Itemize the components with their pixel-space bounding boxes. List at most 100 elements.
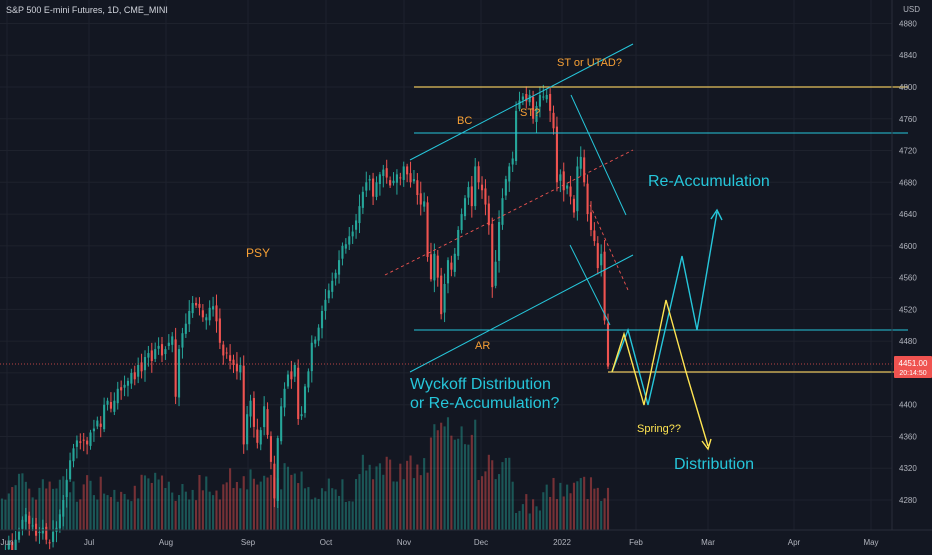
volume-bar <box>344 501 347 530</box>
volume-bar <box>484 471 487 530</box>
candle-body <box>337 260 341 275</box>
candle-body <box>21 519 24 529</box>
currency-label: USD <box>903 5 920 14</box>
candle-body <box>542 96 545 98</box>
x-tick-label: Oct <box>320 538 333 547</box>
candle-body <box>181 333 184 348</box>
candle-body <box>72 448 75 462</box>
candle-body <box>324 299 327 311</box>
candle-body <box>460 214 463 231</box>
volume-bar <box>201 490 204 530</box>
volume-bar <box>300 471 303 530</box>
channel-lower-line <box>409 254 634 373</box>
volume-bar <box>603 498 606 530</box>
volume-bar <box>96 499 99 530</box>
candle-body <box>331 280 334 292</box>
channel-upper-line <box>409 43 634 161</box>
volume-bar <box>52 488 55 530</box>
candle-body <box>545 94 548 100</box>
candle-body <box>283 388 286 408</box>
y-tick-label: 4840 <box>899 51 917 60</box>
candle-body <box>249 400 252 417</box>
volume-bar <box>31 497 34 530</box>
volume-bar <box>545 484 548 530</box>
volume-bar <box>365 470 368 530</box>
volume-bar <box>579 478 582 530</box>
candle-body <box>600 253 603 266</box>
volume-bar <box>562 496 565 530</box>
candle-body <box>273 463 276 499</box>
volume-bar <box>167 481 170 530</box>
candle-body <box>75 440 78 447</box>
volume-bar <box>232 488 235 530</box>
volume-bar <box>239 488 242 530</box>
candle-body <box>552 112 555 129</box>
candle-body <box>62 500 65 517</box>
x-tick-label: Apr <box>788 538 801 547</box>
x-tick-label: Jun <box>1 538 14 547</box>
candle-body <box>188 310 191 325</box>
volume-bar <box>477 480 480 530</box>
volume-bar <box>249 469 252 530</box>
volume-bar <box>549 496 552 530</box>
volume-bar <box>337 495 341 530</box>
candle-body <box>525 93 528 102</box>
volume-bar <box>113 489 116 530</box>
label-spring: Spring?? <box>637 423 681 435</box>
volume-bar <box>147 478 150 530</box>
candle-body <box>470 186 473 207</box>
candle-body <box>372 178 375 197</box>
label-psy: PSY <box>246 246 270 260</box>
volume-bar <box>24 481 27 530</box>
candle-body <box>498 222 501 261</box>
volume-bar <box>423 458 426 530</box>
candle-body <box>501 198 504 225</box>
volume-bar <box>576 481 579 530</box>
volume-bar <box>412 478 415 530</box>
candle-body <box>65 480 68 498</box>
candle-body <box>174 339 177 397</box>
volume-bar <box>532 499 535 530</box>
volume-bar <box>48 481 51 530</box>
symbol-title: S&P 500 E-mini Futures, 1D, CME_MINI <box>6 5 168 15</box>
candle-body <box>477 166 480 183</box>
volume-bar <box>494 479 497 530</box>
candle-body <box>457 229 460 256</box>
volume-bar <box>290 474 293 530</box>
volume-bar <box>89 480 92 530</box>
candle-body <box>572 198 576 213</box>
candle-body <box>406 166 409 175</box>
candle-body <box>195 302 198 306</box>
volume-bar <box>171 492 174 530</box>
label-st-utad: ST or UTAD? <box>557 57 622 69</box>
distribution-arrow-icon <box>701 438 712 451</box>
candle-body <box>409 173 412 183</box>
volume-bar <box>17 473 21 530</box>
candle-body <box>480 184 484 191</box>
candle-body <box>126 380 130 386</box>
candle-body <box>487 203 490 226</box>
candle-body <box>606 323 610 367</box>
candle-body <box>269 436 273 462</box>
volume-bar <box>361 454 364 530</box>
volume-bar <box>392 481 395 530</box>
candle-body <box>266 409 269 435</box>
candle-body <box>184 323 187 334</box>
y-tick-label: 4760 <box>899 115 917 124</box>
volume-bar <box>143 475 147 530</box>
candle-body <box>412 179 415 182</box>
volume-bar <box>419 475 422 530</box>
volume-bar <box>79 499 82 530</box>
volume-bar <box>191 489 194 530</box>
volume-bar <box>399 463 402 530</box>
volume-bar <box>368 464 371 530</box>
volume-bar <box>511 481 514 530</box>
volume-bar <box>518 510 521 530</box>
volume-bar <box>589 477 593 530</box>
candle-body <box>14 539 17 555</box>
candle-body <box>300 414 303 417</box>
volume-bar <box>218 499 221 530</box>
volume-bar <box>154 472 157 530</box>
volume-bar <box>41 479 44 530</box>
